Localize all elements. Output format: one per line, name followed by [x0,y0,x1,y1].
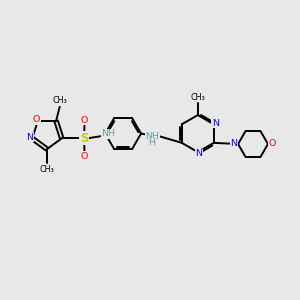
Text: S: S [80,132,88,145]
Text: O: O [81,152,88,161]
Text: CH₃: CH₃ [52,96,67,105]
Text: NH: NH [101,129,115,138]
Text: NH: NH [145,132,159,141]
Text: N: N [230,139,237,148]
Text: O: O [81,116,88,125]
Text: N: N [196,149,202,158]
Text: H: H [148,138,156,147]
Text: O: O [268,139,276,148]
Text: N: N [26,133,33,142]
Text: CH₃: CH₃ [40,165,54,174]
Text: N: N [212,118,219,127]
Text: CH₃: CH₃ [190,93,205,102]
Text: O: O [33,115,40,124]
